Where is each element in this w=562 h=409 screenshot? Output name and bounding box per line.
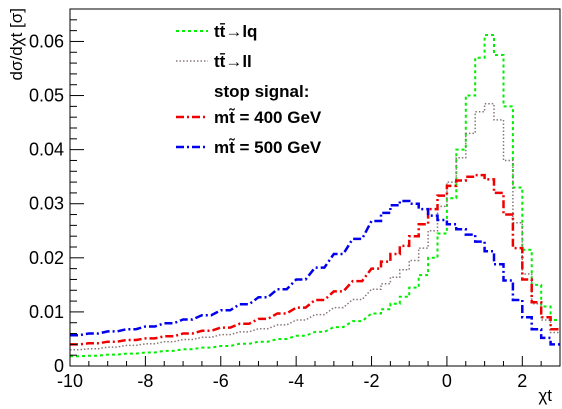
x-axis-title: χt [538, 386, 552, 405]
x-tick-label: -8 [137, 371, 153, 391]
legend-label-500: mt̃ = 500 GeV [214, 138, 322, 157]
series-line-2 [70, 173, 560, 346]
legend-title: stop signal: [214, 82, 309, 101]
y-tick-label: 0.04 [29, 140, 64, 160]
tick-labels: -10 -8 -6 -4 -2 0 2 0 0.01 0.02 0.03 0.04 0.05 0.06 [29, 31, 527, 391]
series-layer [70, 34, 560, 358]
y-tick-label: 0.01 [29, 302, 64, 322]
x-tick-label: 2 [517, 371, 527, 391]
legend-label-400: mt̃ = 400 GeV [214, 108, 322, 127]
series-line-1 [70, 102, 560, 351]
legend-label-ll: tt̄→ll [214, 52, 252, 71]
y-tick-label: 0.03 [29, 194, 64, 214]
y-tick-label: 0.05 [29, 86, 64, 106]
x-tick-label: -6 [213, 371, 229, 391]
ticks-layer [69, 8, 561, 367]
x-tick-label: 0 [442, 371, 452, 391]
x-tick-label: -2 [364, 371, 380, 391]
y-tick-label: 0.02 [29, 248, 64, 268]
legend: tt̄→lq tt̄→ll stop signal: mt̃ = 400 GeV… [176, 22, 322, 157]
x-tick-label: -10 [57, 371, 83, 391]
series-line-3 [70, 199, 560, 346]
x-tick-label: -4 [288, 371, 304, 391]
y-tick-label: 0 [54, 356, 64, 376]
y-axis-title: dσ/dχt [σ] [7, 8, 26, 80]
y-tick-label: 0.06 [29, 31, 64, 51]
legend-label-lq: tt̄→lq [214, 22, 257, 41]
